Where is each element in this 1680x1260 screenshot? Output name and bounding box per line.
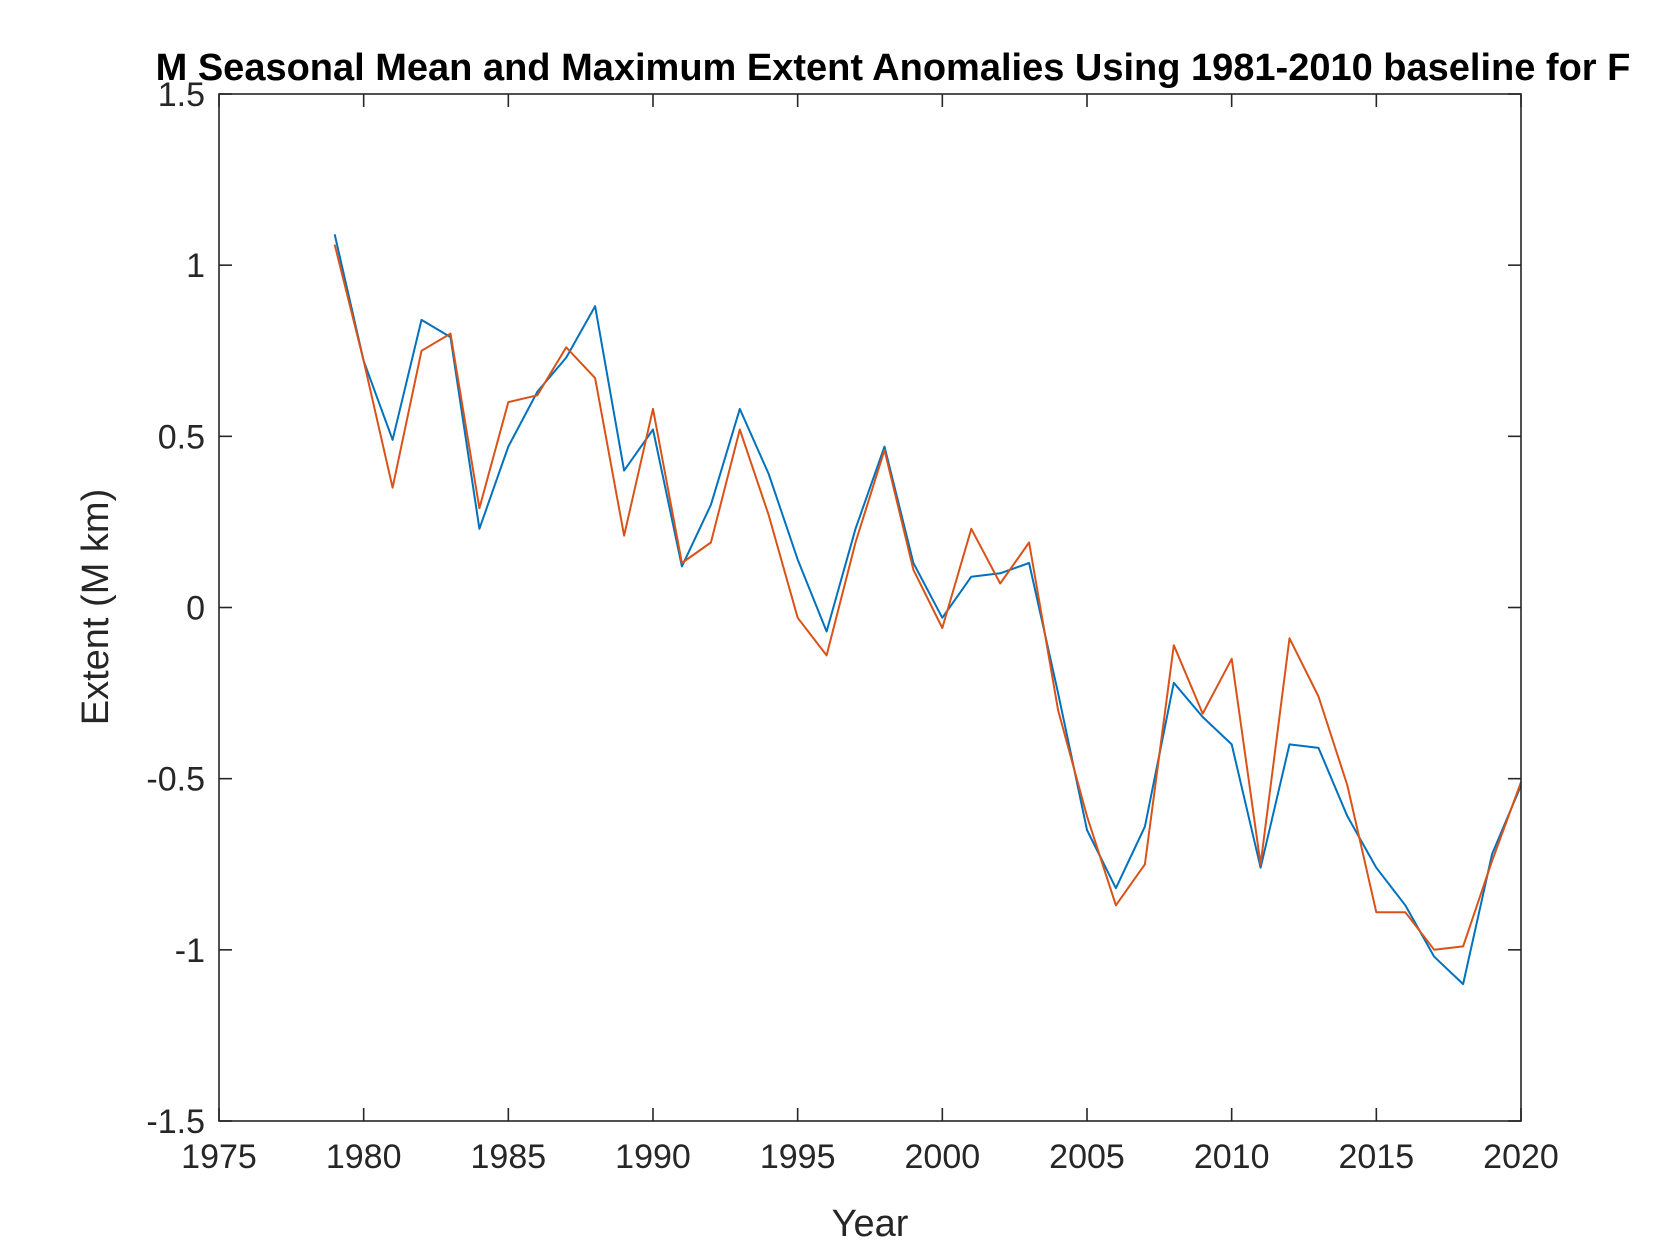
chart-title: M Seasonal Mean and Maximum Extent Anoma… [156, 47, 1631, 89]
x-tick-label: 1985 [471, 1138, 547, 1176]
x-tick-label: 2010 [1194, 1138, 1270, 1176]
x-tick-label: 2000 [905, 1138, 981, 1176]
y-tick-label: -0.5 [146, 761, 205, 799]
x-axis-label: Year [832, 1203, 909, 1245]
y-tick-label: -1.5 [146, 1103, 205, 1141]
series-line-2 [333, 244, 1522, 951]
series-layer [333, 234, 1522, 986]
y-tick-label: 0 [186, 590, 205, 628]
y-tick-label: 1.5 [158, 76, 205, 114]
x-tick-label: 1980 [326, 1138, 402, 1176]
x-tick-label: 1995 [760, 1138, 836, 1176]
x-tick-label: 2005 [1049, 1138, 1125, 1176]
axis-layer: 1975 1980 1985 1990 1995 2000 2005 2010 2015 2020… [146, 76, 1558, 1176]
plot-area [219, 94, 1521, 1121]
series-line-1 [333, 234, 1522, 986]
x-tick-label: 2015 [1339, 1138, 1415, 1176]
y-axis-label: Extent (M km) [75, 489, 117, 725]
y-tick-label: 1 [186, 247, 205, 285]
x-tick-label: 2020 [1483, 1138, 1559, 1176]
plot-box [218, 93, 1522, 1122]
x-tick-label: 1975 [181, 1138, 257, 1176]
y-tick-label: -1 [175, 932, 205, 970]
y-tick-label: 0.5 [158, 418, 205, 456]
x-tick-label: 1990 [615, 1138, 691, 1176]
